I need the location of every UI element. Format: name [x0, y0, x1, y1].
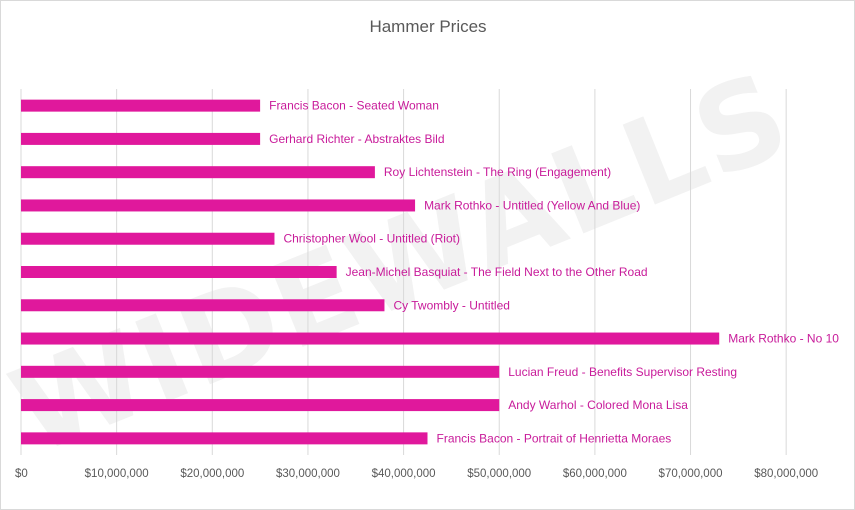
x-tick-label: $70,000,000: [659, 468, 723, 480]
bar-label: Lucian Freud - Benefits Supervisor Resti…: [508, 365, 737, 379]
bar-label: Mark Rothko - Untitled (Yellow And Blue): [424, 198, 640, 212]
chart-title: Hammer Prices: [369, 17, 486, 36]
x-tick-label: $10,000,000: [85, 468, 149, 480]
bar-label: Jean-Michel Basquiat - The Field Next to…: [346, 265, 648, 279]
x-tick-label: $60,000,000: [563, 468, 627, 480]
bar: [21, 365, 500, 378]
bar: [21, 166, 375, 179]
bar-label: Roy Lichtenstein - The Ring (Engagement): [384, 165, 611, 179]
bar-label: Mark Rothko - No 10: [728, 332, 839, 346]
x-tick-label: $50,000,000: [467, 468, 531, 480]
x-tick-label: $80,000,000: [754, 468, 818, 480]
bar: [21, 199, 416, 212]
bar-label: Andy Warhol - Colored Mona Lisa: [508, 398, 688, 412]
x-tick-label: $0: [15, 468, 28, 480]
bar: [21, 132, 261, 145]
bar-label: Gerhard Richter - Abstraktes Bild: [269, 132, 444, 146]
bar: [21, 232, 275, 245]
bar: [21, 432, 428, 445]
bar-label: Cy Twombly - Untitled: [393, 298, 509, 312]
x-tick-label: $40,000,000: [372, 468, 436, 480]
bar: [21, 299, 385, 312]
bar-label: Francis Bacon - Seated Woman: [269, 99, 439, 113]
bar: [21, 99, 261, 112]
bar: [21, 399, 500, 412]
x-axis-ticks: $0 $10,000,000 $20,000,000 $30,000,000 $40,0…: [15, 468, 818, 480]
bar-label: Christopher Wool - Untitled (Riot): [283, 232, 460, 246]
bars: Francis Bacon - Seated Woman Gerhard Rich…: [21, 99, 839, 445]
x-tick-label: $30,000,000: [276, 468, 340, 480]
bar: [21, 332, 720, 345]
bar-label: Francis Bacon - Portrait of Henrietta Mo…: [437, 431, 672, 445]
bar: [21, 266, 337, 278]
x-tick-label: $20,000,000: [180, 468, 244, 480]
